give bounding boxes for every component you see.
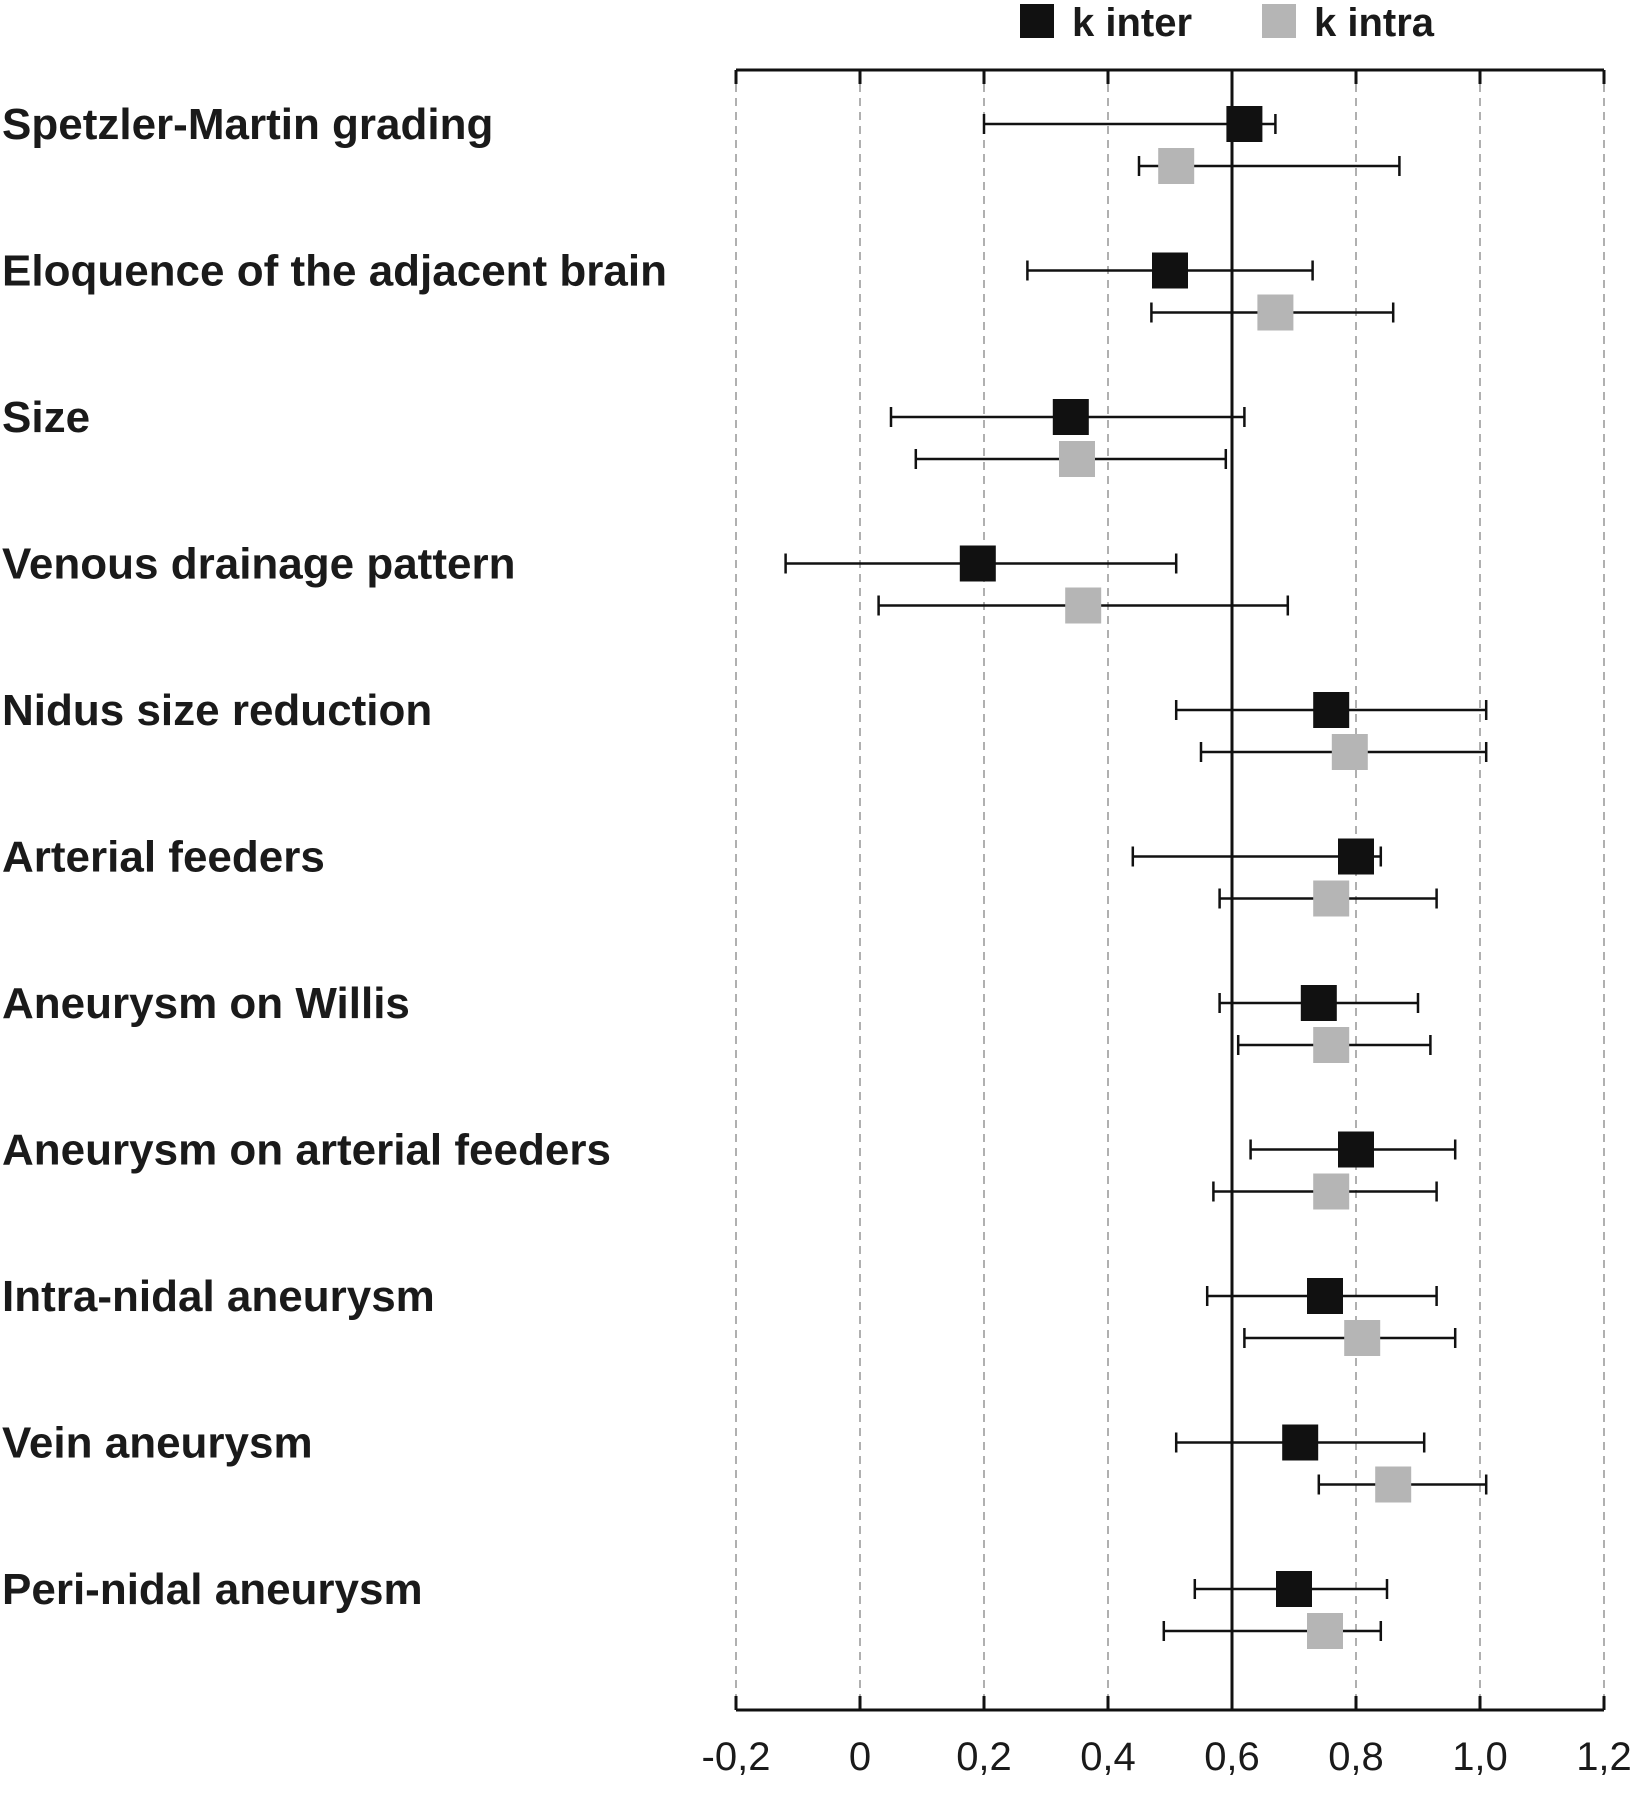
x-tick-label: 0,4 xyxy=(1080,1735,1136,1779)
category-label: Aneurysm on Willis xyxy=(2,979,410,1028)
category-label: Intra-nidal aneurysm xyxy=(2,1272,435,1321)
legend-label: k intra xyxy=(1314,1,1435,45)
data-points xyxy=(784,106,1488,1649)
category-label: Venous drainage pattern xyxy=(2,540,515,589)
point-marker xyxy=(1338,1131,1374,1168)
point-marker xyxy=(1307,1613,1343,1649)
point-marker xyxy=(1257,294,1294,331)
legend: k inter k intra xyxy=(1020,1,1435,45)
x-tick-label: 0,6 xyxy=(1204,1735,1260,1779)
point-marker xyxy=(1313,1173,1350,1210)
category-label: Arterial feeders xyxy=(2,833,325,882)
point-marker xyxy=(1313,880,1350,917)
point-marker xyxy=(1226,106,1263,142)
x-tick-label: 0,2 xyxy=(956,1735,1012,1779)
category-label: Spetzler-Martin grading xyxy=(2,100,493,149)
point-marker xyxy=(1052,399,1089,435)
category-label: Aneurysm on arterial feeders xyxy=(2,1126,611,1175)
category-labels: Spetzler-Martin grading Eloquence of the … xyxy=(2,100,667,1614)
legend-swatch xyxy=(1262,4,1296,38)
x-tick-label: 1,0 xyxy=(1452,1735,1508,1779)
point-marker xyxy=(1152,252,1188,289)
x-axis: -0,2 0 0,2 0,4 0,6 0,8 1,0 1,2 xyxy=(702,68,1632,1779)
point-marker xyxy=(1158,148,1195,184)
x-tick-label: 1,2 xyxy=(1576,1735,1632,1779)
point-marker xyxy=(959,545,996,582)
point-marker xyxy=(1065,587,1102,624)
point-marker xyxy=(1375,1466,1412,1503)
x-tick-label: 0,8 xyxy=(1328,1735,1384,1779)
category-label: Vein aneurysm xyxy=(2,1419,313,1468)
point-marker xyxy=(1300,985,1337,1021)
point-marker xyxy=(1331,734,1368,770)
point-marker xyxy=(1282,1424,1319,1461)
point-marker xyxy=(1344,1320,1381,1356)
point-marker xyxy=(1313,1027,1350,1063)
x-tick-label: 0 xyxy=(849,1735,871,1779)
point-marker xyxy=(1338,838,1374,875)
point-marker xyxy=(1313,692,1350,728)
point-marker xyxy=(1059,441,1095,477)
category-label: Size xyxy=(2,393,90,442)
point-marker xyxy=(1276,1571,1312,1607)
legend-swatch xyxy=(1020,4,1054,38)
category-label: Nidus size reduction xyxy=(2,686,432,735)
legend-label: k inter xyxy=(1072,1,1192,45)
category-label: Eloquence of the adjacent brain xyxy=(2,247,667,296)
x-tick-label: -0,2 xyxy=(702,1735,771,1779)
grid-lines xyxy=(735,70,1605,1710)
point-marker xyxy=(1307,1278,1343,1314)
category-label: Peri-nidal aneurysm xyxy=(2,1565,423,1614)
